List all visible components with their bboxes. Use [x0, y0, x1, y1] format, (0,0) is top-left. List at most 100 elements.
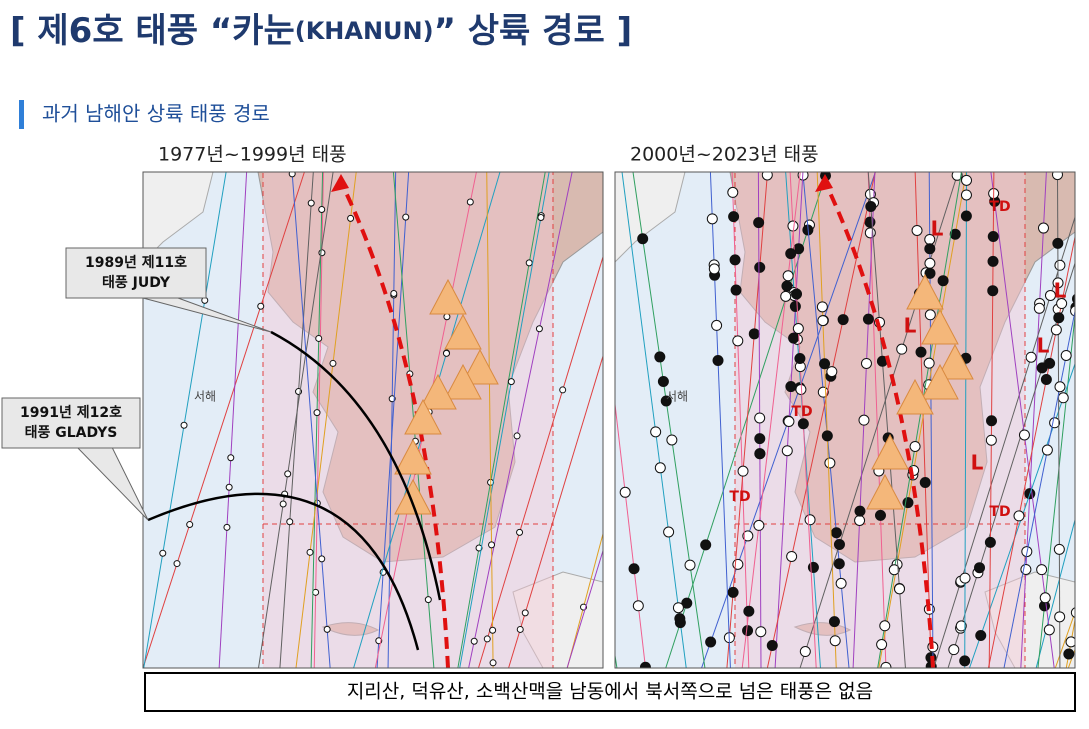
footer-box — [144, 672, 1076, 712]
track-point — [865, 201, 877, 213]
section-title: 과거 남해안 상륙 태풍 경로 — [42, 102, 270, 126]
track-point — [833, 558, 845, 570]
track-point — [948, 644, 960, 656]
track-point — [987, 285, 999, 297]
track — [1035, 517, 1075, 668]
map-label: 1977년~1999년 태풍 — [158, 144, 347, 166]
track-point — [318, 249, 326, 257]
track-point — [789, 300, 801, 312]
track-point — [537, 213, 545, 221]
track-point — [1053, 543, 1065, 555]
track-point — [1065, 636, 1075, 648]
track — [486, 172, 494, 668]
track-point — [1056, 298, 1068, 310]
track-point — [390, 289, 398, 297]
track-point — [1071, 293, 1075, 304]
track-point — [960, 189, 972, 201]
track-point — [700, 539, 712, 551]
track-point — [684, 559, 696, 571]
track-point — [1076, 255, 1086, 265]
track-point — [489, 626, 497, 634]
track — [632, 172, 706, 668]
track — [566, 549, 603, 668]
track-point — [654, 351, 666, 363]
track-point — [833, 538, 845, 550]
track-point — [737, 465, 749, 477]
map-inner: 서해 TD TD TD TD L L L L L — [615, 172, 1088, 668]
track-point — [315, 334, 323, 342]
track-point — [525, 259, 533, 267]
track — [1020, 172, 1047, 668]
land-china — [143, 172, 214, 263]
track-point — [475, 544, 483, 552]
track-point — [470, 637, 478, 645]
track-point — [753, 217, 765, 229]
track-point — [830, 527, 842, 539]
track-point — [819, 358, 831, 370]
track-point — [1078, 237, 1088, 247]
track-point — [637, 233, 649, 245]
region — [734, 172, 1026, 668]
track-point — [742, 530, 754, 542]
track-point — [674, 613, 686, 625]
track-point — [650, 426, 662, 438]
track-point — [507, 378, 515, 386]
track-point — [729, 254, 741, 266]
maps: 서해 서해 TD TD TD TD L L L L L — [142, 171, 1088, 669]
track-point — [955, 620, 967, 632]
track — [376, 172, 410, 668]
track-point — [804, 514, 816, 526]
track-point — [854, 514, 866, 526]
track — [964, 172, 968, 668]
track-point — [1025, 351, 1037, 363]
track-point — [894, 583, 906, 595]
track-point — [826, 366, 838, 378]
track-point — [225, 483, 233, 491]
track-point — [329, 359, 337, 367]
track-point — [829, 635, 841, 647]
track-point — [817, 315, 829, 327]
track-point — [180, 421, 188, 429]
track-point — [924, 243, 936, 255]
track — [947, 261, 1075, 668]
track-point — [307, 199, 315, 207]
track-point — [924, 257, 936, 269]
track-point — [1018, 429, 1030, 441]
arrow-head — [815, 174, 833, 192]
track-point — [516, 528, 524, 536]
track — [143, 172, 305, 668]
track-point — [318, 206, 326, 214]
track-point — [347, 214, 355, 222]
track-point — [660, 395, 672, 407]
track-point — [1057, 392, 1069, 404]
marker-label: L — [1054, 279, 1067, 303]
title-part: ” 상륙 경로 ] — [434, 11, 633, 51]
track-point — [975, 630, 987, 642]
track — [143, 172, 227, 668]
track-point — [742, 625, 754, 637]
track-point — [708, 263, 720, 275]
track-point — [924, 309, 936, 321]
track-point — [657, 376, 669, 388]
track — [477, 255, 603, 668]
track-point — [402, 213, 410, 221]
title-part: (KHANUN) — [295, 17, 434, 45]
track-point — [754, 261, 766, 273]
track-point — [284, 470, 292, 478]
callout-text: 태풍 GLADYS — [25, 425, 118, 441]
track-point — [761, 172, 773, 181]
track-point — [754, 412, 766, 424]
title-part: [ 제6호 태풍 “카눈 — [10, 11, 295, 51]
track — [928, 172, 934, 668]
callout-text: 태풍 JUDY — [102, 275, 171, 291]
track-point — [313, 409, 321, 417]
track-point — [1052, 237, 1064, 249]
track — [566, 531, 603, 668]
track-point — [781, 280, 793, 292]
track-point — [666, 434, 678, 446]
track-point — [755, 626, 767, 638]
land-korea — [729, 172, 1075, 563]
track-point — [632, 600, 644, 612]
track-point — [985, 434, 997, 446]
